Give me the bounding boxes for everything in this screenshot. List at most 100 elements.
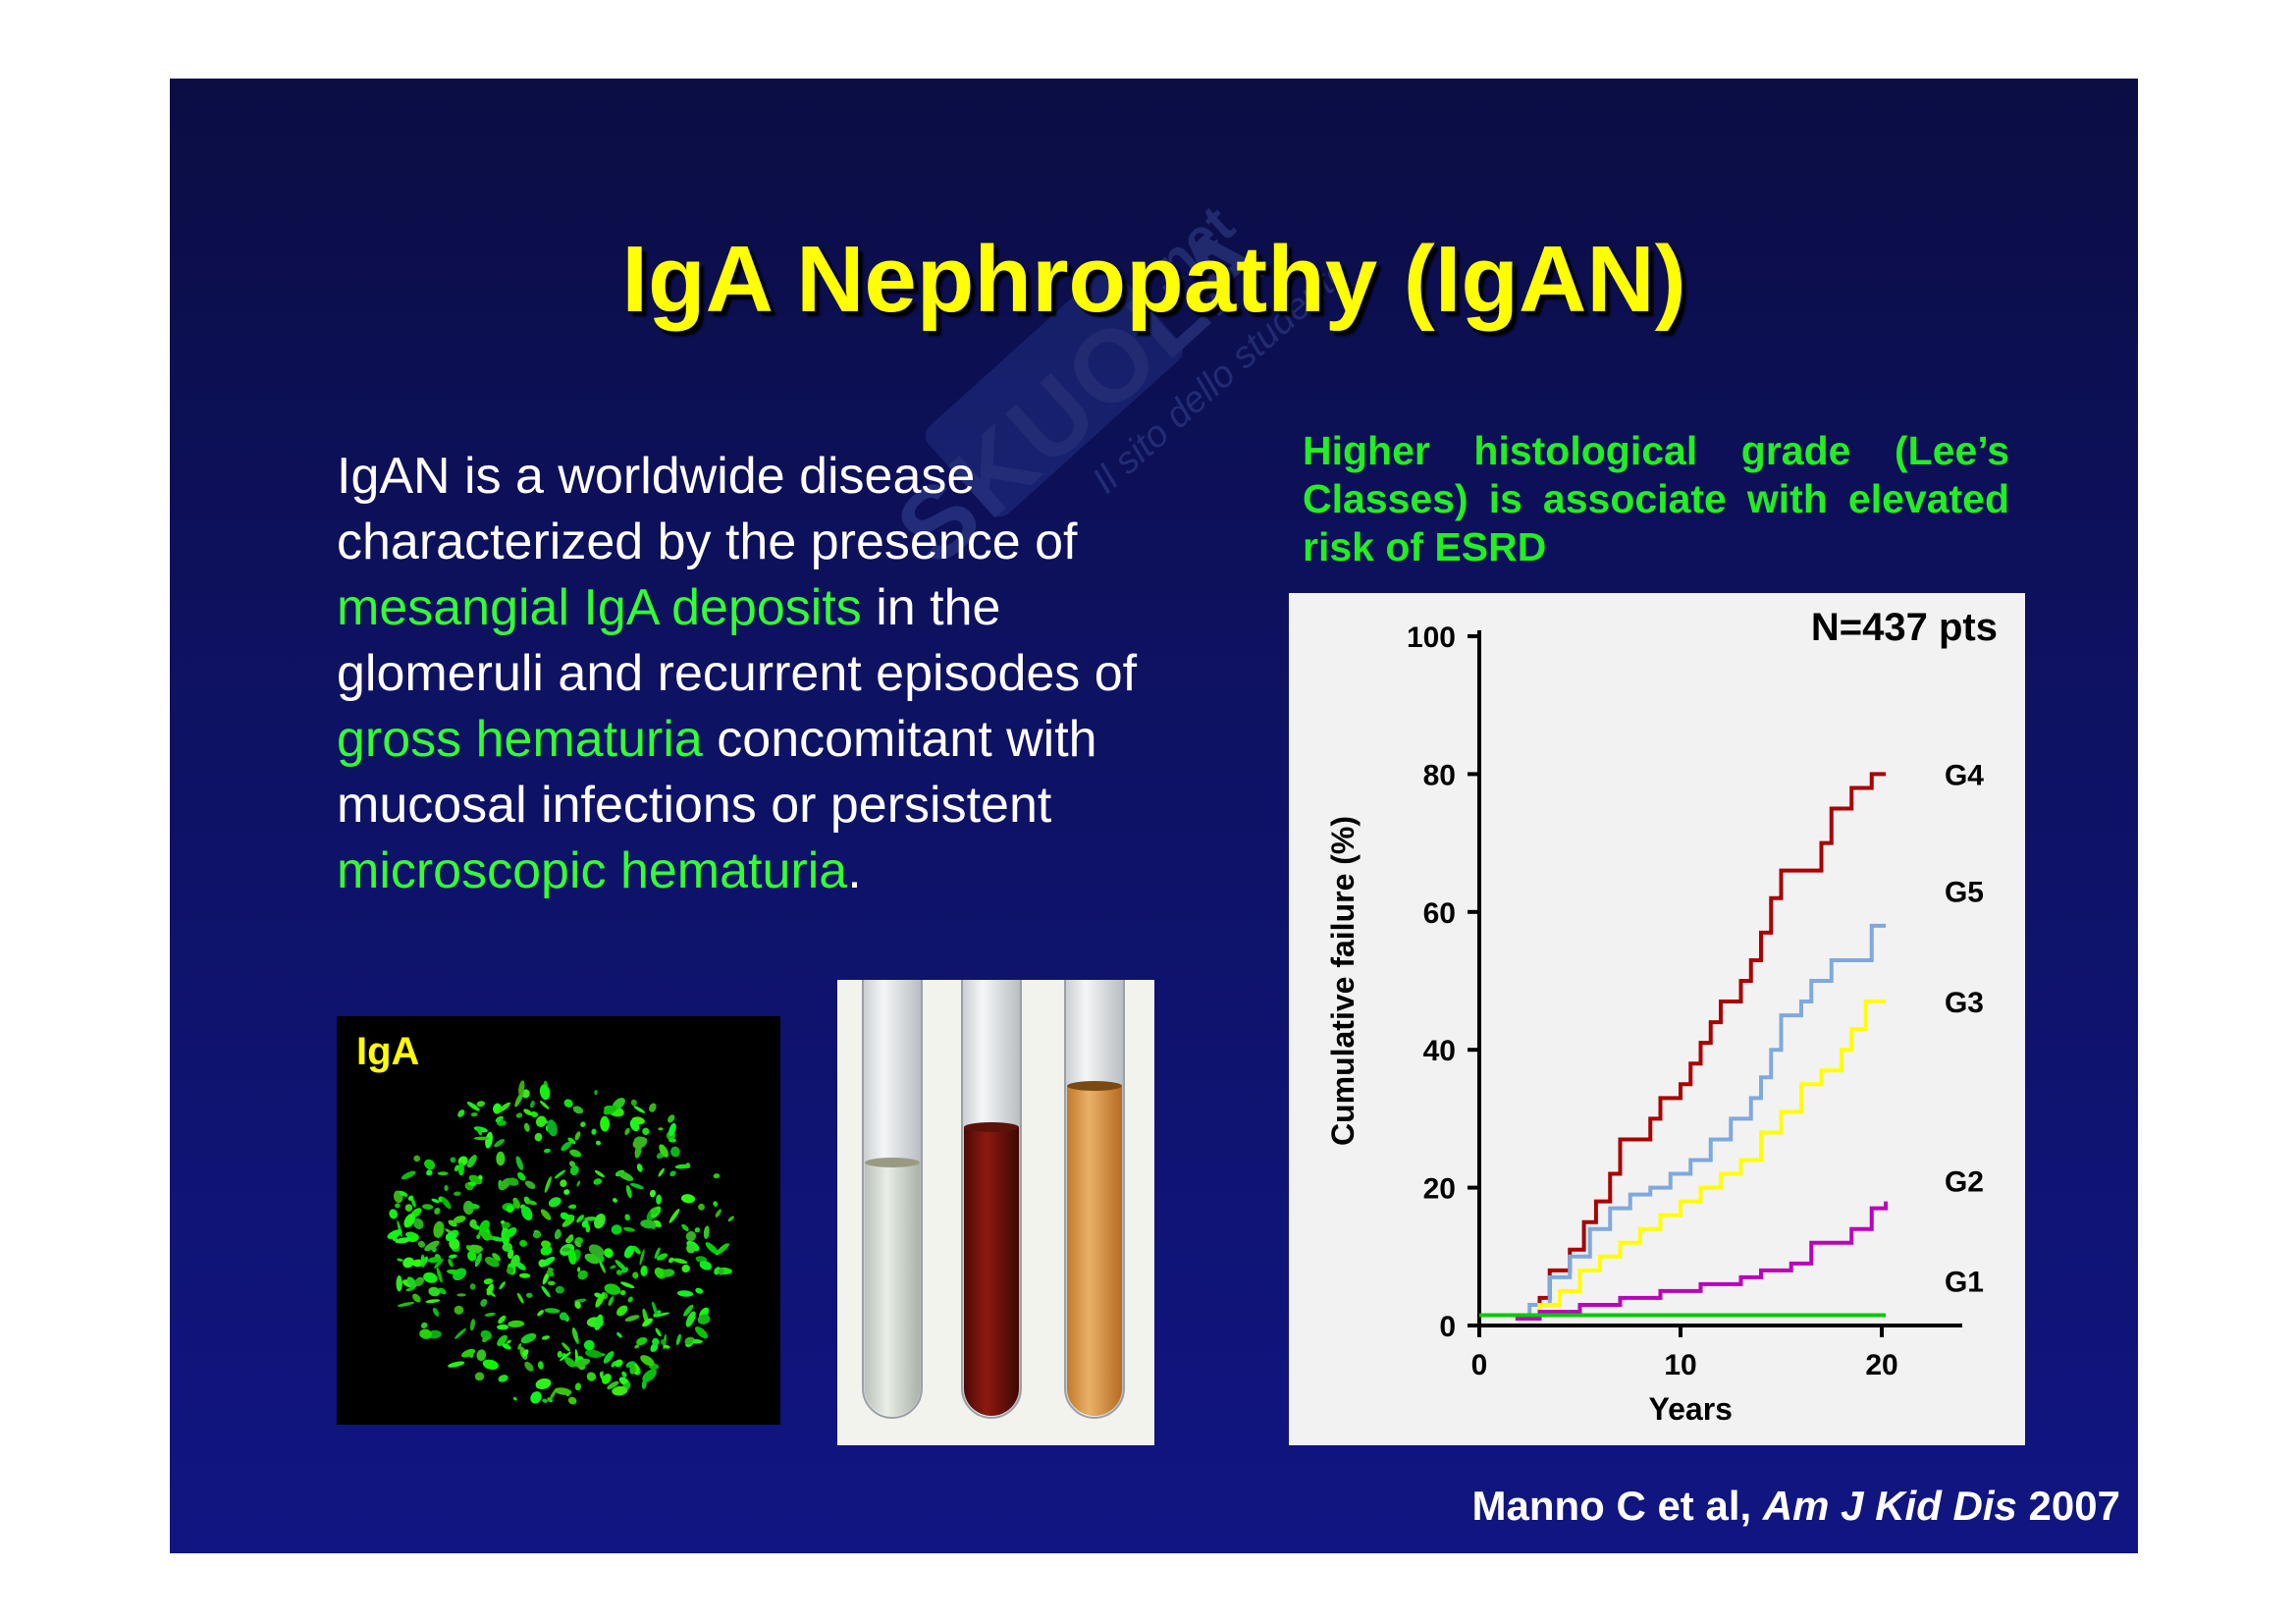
- tube-amber: [1064, 980, 1125, 1419]
- iga-deposit-speck: [613, 1198, 617, 1203]
- iga-deposit-speck: [572, 1106, 584, 1114]
- iga-deposit-speck: [620, 1281, 635, 1289]
- iga-deposit-speck: [658, 1127, 664, 1131]
- iga-deposit-speck: [541, 1285, 551, 1298]
- y-axis-label: Cumulative failure (%): [1325, 816, 1361, 1146]
- iga-deposit-speck: [539, 1100, 550, 1109]
- iga-deposit-speck: [598, 1259, 606, 1273]
- citation-year: 2007: [2016, 1483, 2120, 1529]
- iga-deposit-speck: [564, 1357, 576, 1368]
- iga-deposit-speck: [617, 1170, 634, 1181]
- iga-deposit-speck: [611, 1224, 622, 1235]
- iga-deposit-speck: [612, 1385, 628, 1396]
- iga-deposit-speck: [583, 1339, 595, 1351]
- urine-test-tubes-image: [837, 980, 1154, 1445]
- iga-deposit-speck: [668, 1122, 676, 1137]
- iga-deposit-speck: [674, 1163, 690, 1169]
- body-text-3: concomitant with mucosal infections or p…: [337, 711, 1097, 834]
- iga-deposit-speck: [563, 1189, 570, 1195]
- iga-deposit-speck: [541, 1335, 551, 1340]
- iga-deposit-speck: [497, 1334, 507, 1347]
- iga-deposit-speck: [559, 1312, 568, 1321]
- iga-deposit-speck: [640, 1355, 655, 1367]
- iga-deposit-speck: [486, 1283, 494, 1296]
- iga-deposit-speck: [436, 1267, 443, 1283]
- iga-deposit-speck: [517, 1171, 526, 1181]
- iga-deposit-speck: [654, 1267, 665, 1278]
- iga-deposit-speck: [611, 1361, 617, 1368]
- iga-deposit-speck: [498, 1102, 511, 1113]
- iga-deposit-speck: [425, 1299, 441, 1304]
- iga-deposit-speck: [685, 1230, 697, 1242]
- iga-deposit-speck: [470, 1319, 475, 1331]
- iga-deposit-speck: [697, 1314, 711, 1325]
- iga-deposit-speck: [454, 1327, 466, 1339]
- iga-deposit-speck: [395, 1237, 411, 1244]
- iga-deposit-speck: [517, 1343, 522, 1350]
- iga-deposit-speck: [454, 1305, 464, 1315]
- iga-deposit-speck: [681, 1223, 689, 1231]
- iga-deposit-speck: [632, 1136, 648, 1149]
- test-tubes-illustration: [837, 980, 1154, 1445]
- series-line-g3: [1515, 1000, 1887, 1321]
- iga-deposit-speck: [516, 1292, 524, 1304]
- iga-deposit-speck: [492, 1253, 501, 1262]
- iga-deposit-speck: [468, 1352, 474, 1358]
- iga-deposit-speck: [540, 1245, 553, 1256]
- iga-deposit-speck: [727, 1216, 735, 1222]
- body-text-1: IgAN is a worldwide disease characterize…: [337, 448, 1078, 570]
- iga-deposit-speck: [448, 1258, 454, 1268]
- iga-deposit-speck: [544, 1308, 561, 1314]
- body-paragraph: IgAN is a worldwide disease characterize…: [337, 444, 1161, 904]
- iga-deposit-speck: [530, 1110, 539, 1117]
- iga-deposit-speck: [569, 1149, 582, 1158]
- iga-deposit-speck: [639, 1249, 645, 1266]
- iga-deposit-speck: [713, 1173, 721, 1179]
- iga-deposit-speck: [499, 1281, 506, 1290]
- iga-deposit-speck: [563, 1099, 573, 1109]
- iga-deposit-speck: [405, 1286, 416, 1292]
- iga-deposit-speck: [539, 1084, 551, 1101]
- iga-deposit-speck: [438, 1287, 447, 1295]
- iga-deposit-speck: [567, 1249, 577, 1265]
- iga-deposit-speck: [593, 1178, 602, 1185]
- iga-deposit-speck: [622, 1226, 635, 1232]
- iga-deposit-speck: [574, 1301, 581, 1309]
- iga-deposit-speck: [479, 1219, 490, 1231]
- slide: SKUOLA .net Il sito dello studente IgA N…: [170, 79, 2138, 1553]
- series-label-g3: G3: [1945, 987, 1984, 1019]
- iga-deposit-speck: [469, 1218, 477, 1228]
- iga-deposit-speck: [412, 1293, 421, 1303]
- iga-deposit-speck: [594, 1214, 606, 1229]
- iga-deposit-speck: [667, 1114, 675, 1123]
- iga-deposit-speck: [600, 1115, 611, 1132]
- iga-deposit-speck: [461, 1348, 476, 1358]
- iga-deposit-speck: [632, 1271, 639, 1279]
- series-line-g2: [1515, 1201, 1889, 1321]
- iga-deposit-speck: [476, 1101, 486, 1108]
- x-axis-label: Years: [1649, 1391, 1733, 1427]
- iga-deposit-speck: [387, 1229, 402, 1239]
- iga-deposit-speck: [512, 1396, 517, 1401]
- iga-deposit-speck: [608, 1296, 614, 1307]
- iga-deposit-speck: [542, 1271, 550, 1285]
- iga-deposit-speck: [431, 1198, 440, 1204]
- body-text-2: in the glomeruli and recurrent episodes …: [337, 579, 1138, 702]
- iga-deposit-speck: [603, 1351, 614, 1364]
- iga-deposit-speck: [453, 1216, 466, 1223]
- iga-deposit-speck: [448, 1361, 465, 1368]
- series-label-g5: G5: [1945, 877, 1984, 909]
- iga-deposit-speck: [466, 1203, 480, 1210]
- series-label-g2: G2: [1945, 1166, 1984, 1199]
- iga-deposit-speck: [672, 1258, 688, 1265]
- iga-deposit-speck: [482, 1359, 499, 1370]
- iga-deposit-speck: [652, 1301, 658, 1316]
- iga-deposit-speck: [576, 1180, 581, 1187]
- iga-deposit-speck: [561, 1217, 575, 1227]
- iga-deposit-speck: [574, 1240, 582, 1248]
- chart-heading: Higher histological grade (Lee’s Classes…: [1303, 428, 2009, 569]
- iga-deposit-speck: [548, 1388, 557, 1402]
- iga-deposit-speck: [602, 1374, 612, 1384]
- iga-deposit-speck: [434, 1258, 444, 1269]
- iga-deposit-speck: [594, 1089, 598, 1096]
